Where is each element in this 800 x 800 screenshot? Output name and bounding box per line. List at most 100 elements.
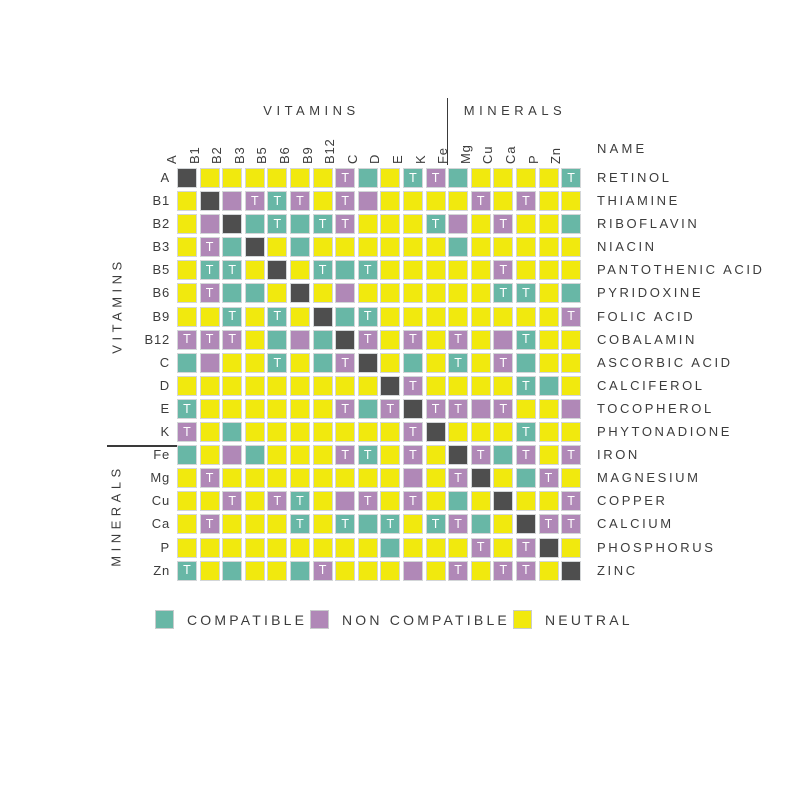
matrix-cell-c-b5: T xyxy=(267,352,288,373)
matrix-cell-ca-k: T xyxy=(425,514,446,535)
matrix-cell-b5-d xyxy=(380,260,401,281)
name-label-e: TOCOPHEROL xyxy=(597,400,714,416)
name-column-header: NAME xyxy=(597,141,648,156)
matrix-cell-b9-cu xyxy=(493,306,514,327)
matrix-cell-k-mg xyxy=(470,422,491,443)
matrix-cell-zn-b6 xyxy=(289,560,310,581)
matrix-cell-b2-a xyxy=(177,214,197,235)
matrix-cell-b9-b1 xyxy=(199,306,220,327)
matrix-cell-b5-p xyxy=(538,260,559,281)
matrix-cell-b5-b3 xyxy=(244,260,265,281)
matrix-cell-mg-k xyxy=(425,468,446,489)
matrix-cell-a-zn: T xyxy=(561,168,582,188)
matrix-cell-b6-k xyxy=(425,283,446,304)
name-label-b3: NIACIN xyxy=(597,239,657,255)
matrix-cell-b1-ca: T xyxy=(515,191,536,212)
matrix-cell-b12-e: T xyxy=(402,329,423,350)
matrix-cell-ca-b9 xyxy=(312,514,333,535)
nutrient-name-labels: RETINOL THIAMINE RIBOFLAVIN NIACIN PANTOTHEN… xyxy=(597,168,765,584)
matrix-cell-b3-e xyxy=(402,237,423,258)
matrix-cell-b9-k xyxy=(425,306,446,327)
matrix-cell-b1-cu xyxy=(493,191,514,212)
matrix-cell-b5-e xyxy=(402,260,423,281)
matrix-cell-c-ca xyxy=(515,352,536,373)
matrix-cell-b12-mg xyxy=(470,329,491,350)
matrix-cell-b3-d xyxy=(380,237,401,258)
matrix-cell-k-c xyxy=(357,422,378,443)
matrix-cell-a-mg xyxy=(470,168,491,188)
matrix-cell-cu-b2: T xyxy=(222,491,243,512)
matrix-cell-e-b5 xyxy=(267,398,288,419)
matrix-cell-ca-b1: T xyxy=(199,514,220,535)
matrix-cell-k-b6 xyxy=(289,422,310,443)
matrix-cell-b1-b5: T xyxy=(267,191,288,212)
matrix-cell-d-k xyxy=(425,375,446,396)
matrix-cell-fe-ca: T xyxy=(515,445,536,466)
matrix-cell-zn-ca: T xyxy=(515,560,536,581)
matrix-cell-mg-b2 xyxy=(222,468,243,489)
matrix-cell-zn-e xyxy=(402,560,423,581)
matrix-cell-c-d xyxy=(380,352,401,373)
matrix-cell-zn-c xyxy=(357,560,378,581)
row-label-d: D xyxy=(159,377,170,393)
name-label-d: CALCIFEROL xyxy=(597,377,705,393)
matrix-cell-a-a xyxy=(177,168,197,188)
matrix-cell-c-c xyxy=(357,352,378,373)
matrix-cell-b1-fe xyxy=(448,191,469,212)
matrix-cell-b1-d xyxy=(380,191,401,212)
matrix-cell-b6-mg xyxy=(470,283,491,304)
matrix-cell-e-cu: T xyxy=(493,398,514,419)
matrix-cell-k-zn xyxy=(561,422,582,443)
matrix-cell-b1-mg: T xyxy=(470,191,491,212)
matrix-cell-b9-b6 xyxy=(289,306,310,327)
matrix-cell-d-fe xyxy=(448,375,469,396)
matrix-cell-cu-b12 xyxy=(335,491,356,512)
matrix-cell-mg-e xyxy=(402,468,423,489)
matrix-cell-b3-a xyxy=(177,237,197,258)
matrix-cell-zn-fe: T xyxy=(448,560,469,581)
matrix-cell-k-b9 xyxy=(312,422,333,443)
matrix-cell-a-c xyxy=(357,168,378,188)
matrix-cell-b2-b9: T xyxy=(312,214,333,235)
matrix-cell-d-e: T xyxy=(402,375,423,396)
matrix-cell-cu-b1 xyxy=(199,491,220,512)
matrix-cell-d-p xyxy=(538,375,559,396)
matrix-cell-b2-b6 xyxy=(289,214,310,235)
matrix-cell-zn-p xyxy=(538,560,559,581)
matrix-cell-b12-d xyxy=(380,329,401,350)
neutral-color-swatch xyxy=(513,610,532,629)
matrix-cell-k-b2 xyxy=(222,422,243,443)
matrix-cell-a-b5 xyxy=(267,168,288,188)
matrix-cell-b1-b9 xyxy=(312,191,333,212)
matrix-cell-p-p xyxy=(538,537,559,558)
matrix-cell-b5-k xyxy=(425,260,446,281)
matrix-cell-b2-b3 xyxy=(244,214,265,235)
matrix-cell-e-a: T xyxy=(177,398,197,419)
matrix-cell-b1-b1 xyxy=(199,191,220,212)
matrix-cell-b5-ca xyxy=(515,260,536,281)
matrix-cell-a-fe xyxy=(448,168,469,188)
matrix-cell-d-b3 xyxy=(244,375,265,396)
matrix-cell-c-b1 xyxy=(199,352,220,373)
matrix-cell-c-zn xyxy=(561,352,582,373)
matrix-cell-b1-b6: T xyxy=(289,191,310,212)
matrix-cell-cu-b5: T xyxy=(267,491,288,512)
matrix-cell-mg-a xyxy=(177,468,197,489)
matrix-cell-d-b5 xyxy=(267,375,288,396)
legend-label: NON COMPATIBLE xyxy=(342,611,510,628)
matrix-cell-p-c xyxy=(357,537,378,558)
matrix-cell-cu-cu xyxy=(493,491,514,512)
matrix-cell-mg-b3 xyxy=(244,468,265,489)
matrix-cell-mg-b12 xyxy=(335,468,356,489)
matrix-cell-b12-p xyxy=(538,329,559,350)
matrix-cell-b5-mg xyxy=(470,260,491,281)
matrix-cell-p-b3 xyxy=(244,537,265,558)
matrix-cell-b12-cu xyxy=(493,329,514,350)
matrix-cell-b6-a xyxy=(177,283,197,304)
matrix-cell-cu-e: T xyxy=(402,491,423,512)
matrix-cell-b9-a xyxy=(177,306,197,327)
matrix-cell-fe-b3 xyxy=(244,445,265,466)
matrix-cell-k-b1 xyxy=(199,422,220,443)
column-group-label-vitamins: VITAMINS xyxy=(263,103,360,118)
matrix-cell-p-fe xyxy=(448,537,469,558)
